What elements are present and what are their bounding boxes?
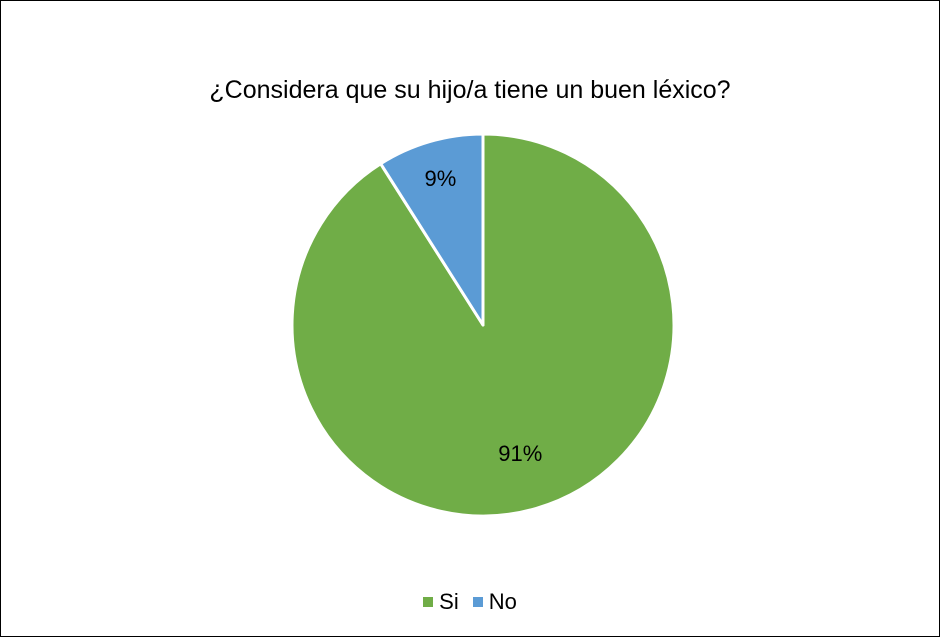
legend-item-no: No	[472, 589, 517, 615]
legend-label-no: No	[488, 589, 517, 614]
legend-item-si: Si	[423, 589, 459, 615]
data-label-si: 91%	[498, 441, 542, 466]
legend: Si No	[1, 589, 939, 615]
legend-swatch-no	[472, 597, 483, 607]
pie-slices	[290, 132, 676, 518]
legend-swatch-si	[423, 597, 434, 607]
pie-slice-no	[379, 132, 485, 327]
chart-title: ¿Considera que su hijo/a tiene un buen l…	[209, 76, 731, 104]
data-label-no: 9%	[424, 166, 456, 191]
legend-label-si: Si	[439, 589, 459, 614]
pie-data-labels: 91% 9%	[424, 166, 542, 466]
